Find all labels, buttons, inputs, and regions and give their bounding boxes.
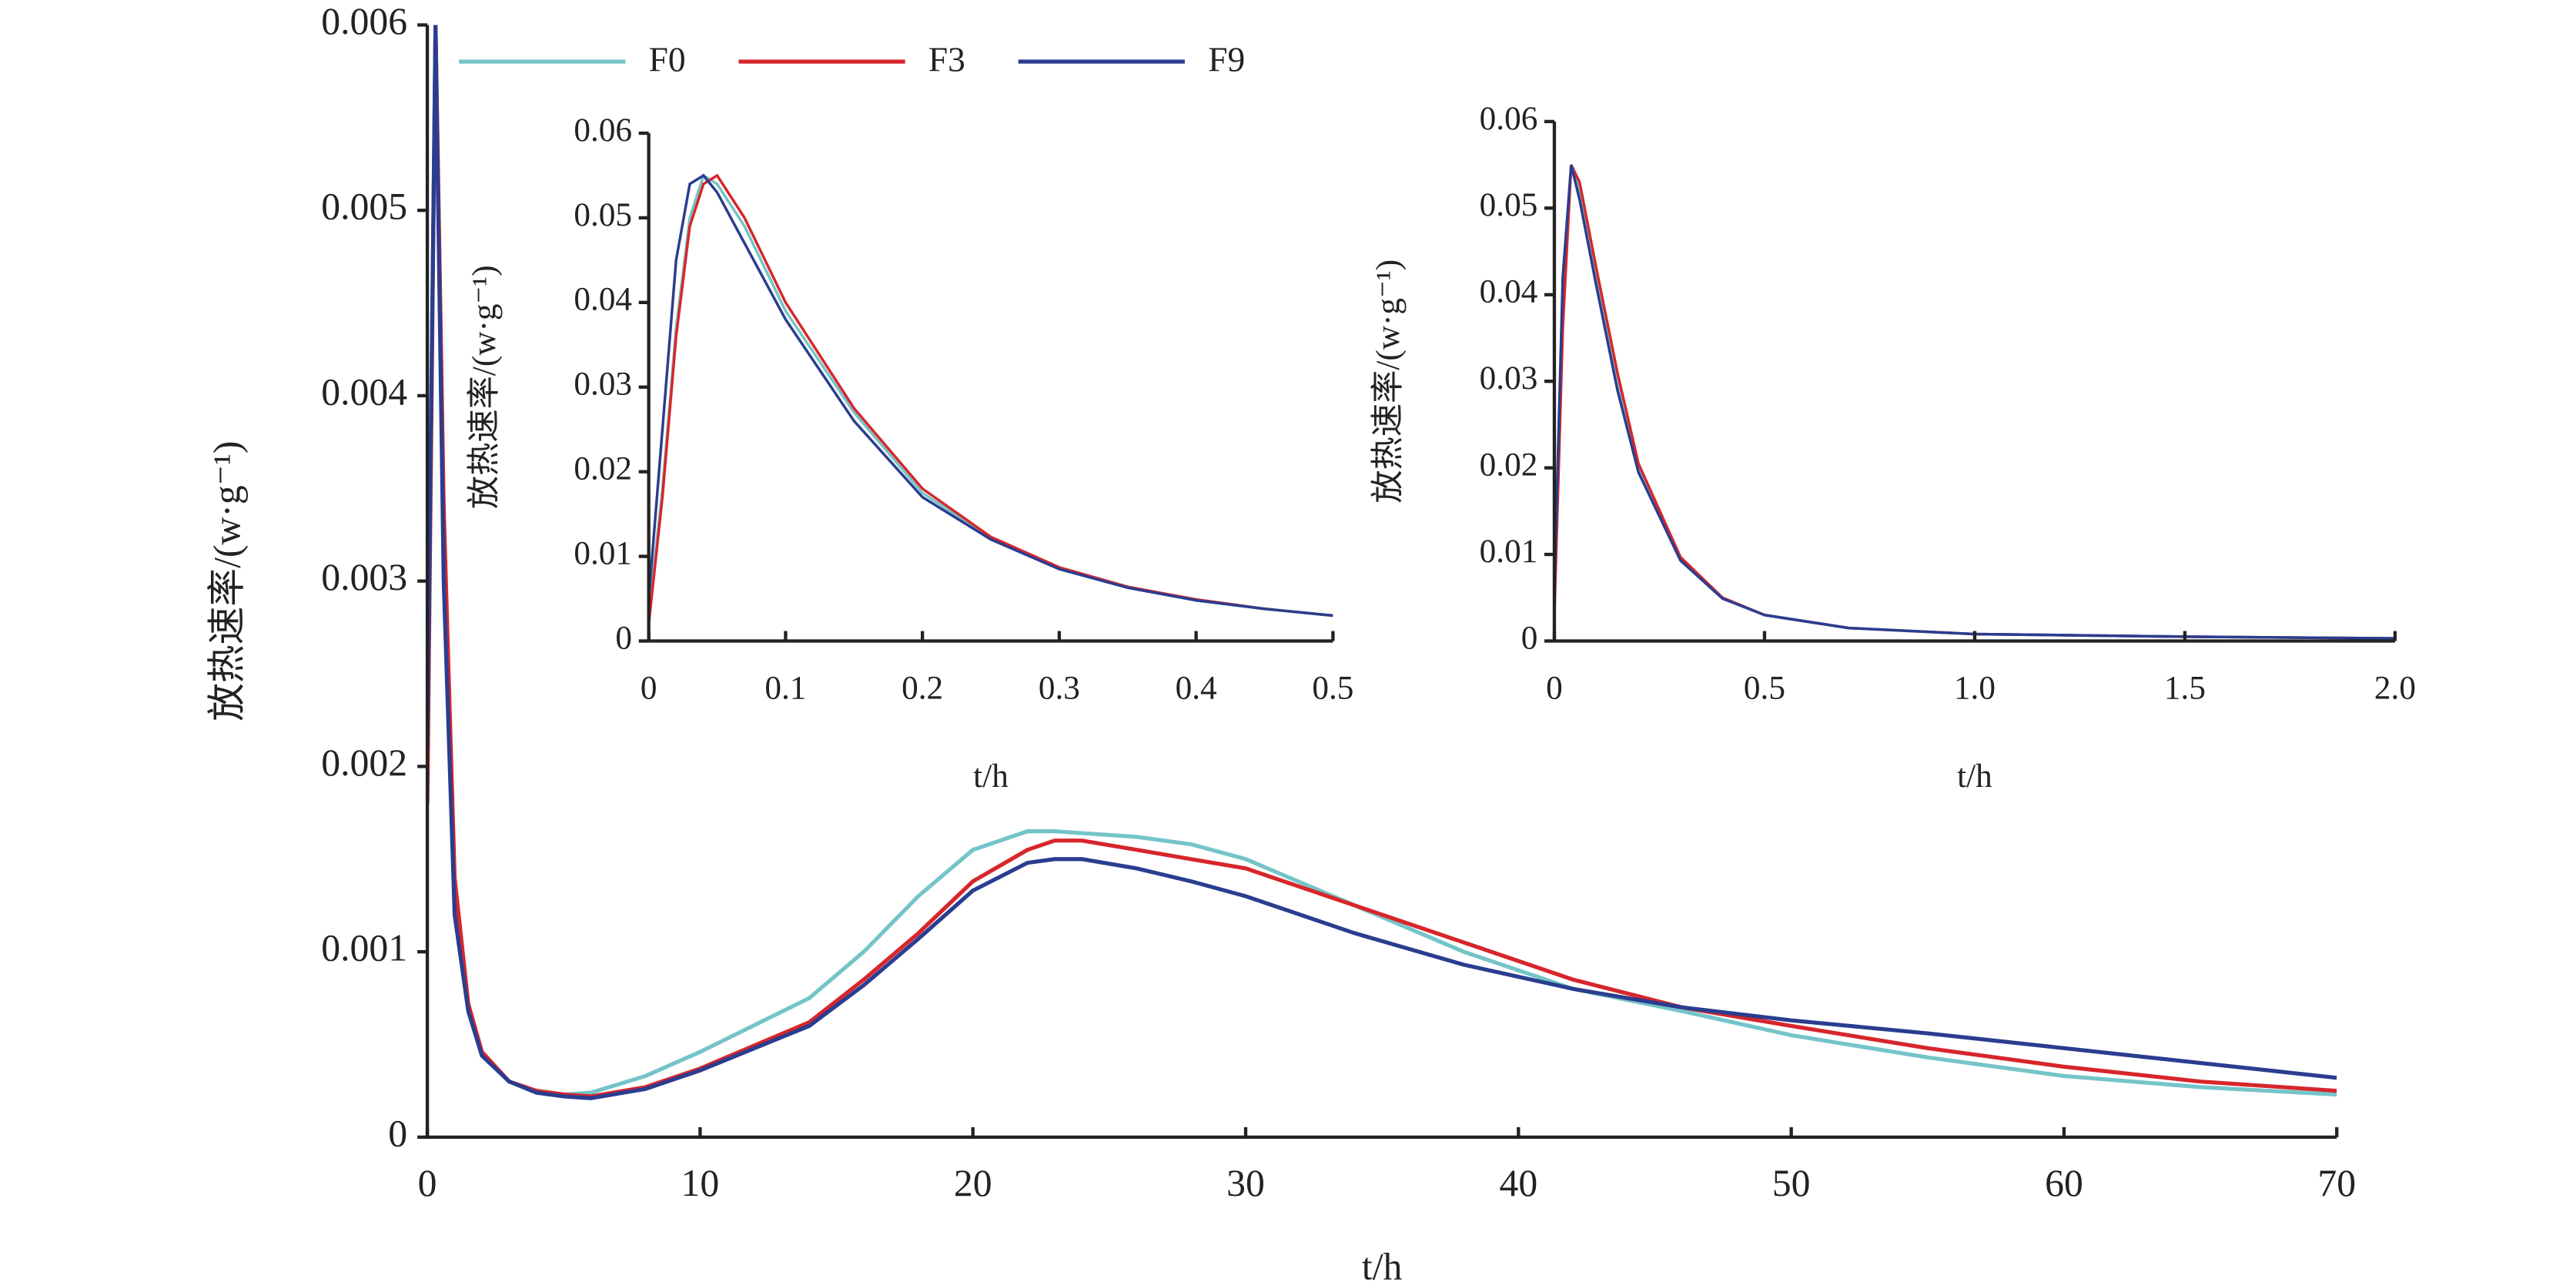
series-line [1554,164,2395,640]
y-tick-label: 0 [1521,619,1538,656]
x-tick-label: 0.2 [902,669,943,706]
y-tick-label: 0.05 [1480,186,1538,223]
y-tick-label: 0.001 [321,927,407,969]
x-tick-label: 0.4 [1176,669,1217,706]
y-tick-label: 0.003 [321,556,407,598]
x-tick-label: 0 [641,669,657,706]
x-tick-label: 1.5 [2164,669,2206,706]
x-tick-label: 1.0 [1954,669,1996,706]
x-tick-label: 50 [1772,1162,1811,1204]
x-tick-label: 60 [2045,1162,2083,1204]
x-tick-label: 0.1 [764,669,806,706]
x-tick-label: 2.0 [2374,669,2416,706]
y-tick-label: 0.002 [321,741,407,784]
x-tick-label: 0.5 [1312,669,1353,706]
x-tick-label: 30 [1226,1162,1265,1204]
y-tick-label: 0.06 [1480,100,1538,137]
x-tick-label: 0.3 [1039,669,1080,706]
y-tick-label: 0.004 [321,370,407,413]
x-tick-label: 20 [954,1162,992,1204]
y-tick-label: 0.02 [1480,447,1538,484]
x-tick-label: 40 [1499,1162,1537,1204]
x-tick-label: 0 [1546,669,1563,706]
legend-label: F0 [649,41,686,79]
series-line [427,25,2337,1097]
y-tick-label: 0.03 [1480,360,1538,397]
y-tick-label: 0 [615,619,632,656]
x-tick-label: 0 [418,1162,437,1204]
y-tick-label: 0.03 [574,366,632,403]
x-tick-label: 10 [681,1162,720,1204]
y-tick-label: 0.04 [574,281,632,318]
x-axis-label: t/h [1362,1245,1403,1282]
y-tick-label: 0.005 [321,186,407,228]
y-tick-label: 0.02 [574,450,632,487]
series-line [648,173,1333,618]
y-tick-label: 0 [388,1112,407,1154]
y-axis-label: 放热速率/(w·g⁻¹) [206,441,248,721]
y-tick-label: 0.01 [574,535,632,572]
x-tick-label: 70 [2317,1162,2356,1204]
y-tick-label: 0.01 [1480,533,1538,570]
y-axis-label: 放热速率/(w·g⁻¹) [1370,259,1407,504]
x-axis-label: t/h [973,758,1009,795]
series-line [1554,164,2395,640]
y-tick-label: 0.006 [321,0,407,42]
series-line [1554,164,2395,640]
series-line [427,25,2337,1100]
legend-label: F9 [1208,41,1245,79]
series-line [648,173,1333,618]
series-line [427,25,2337,1099]
y-tick-label: 0.06 [574,112,632,149]
x-tick-label: 0.5 [1744,669,1785,706]
y-tick-label: 0.04 [1480,273,1538,310]
x-axis-label: t/h [1957,758,1992,795]
y-tick-label: 0.05 [574,196,632,233]
y-axis-label: 放热速率/(w·g⁻¹) [466,265,503,509]
legend-label: F3 [928,41,965,79]
